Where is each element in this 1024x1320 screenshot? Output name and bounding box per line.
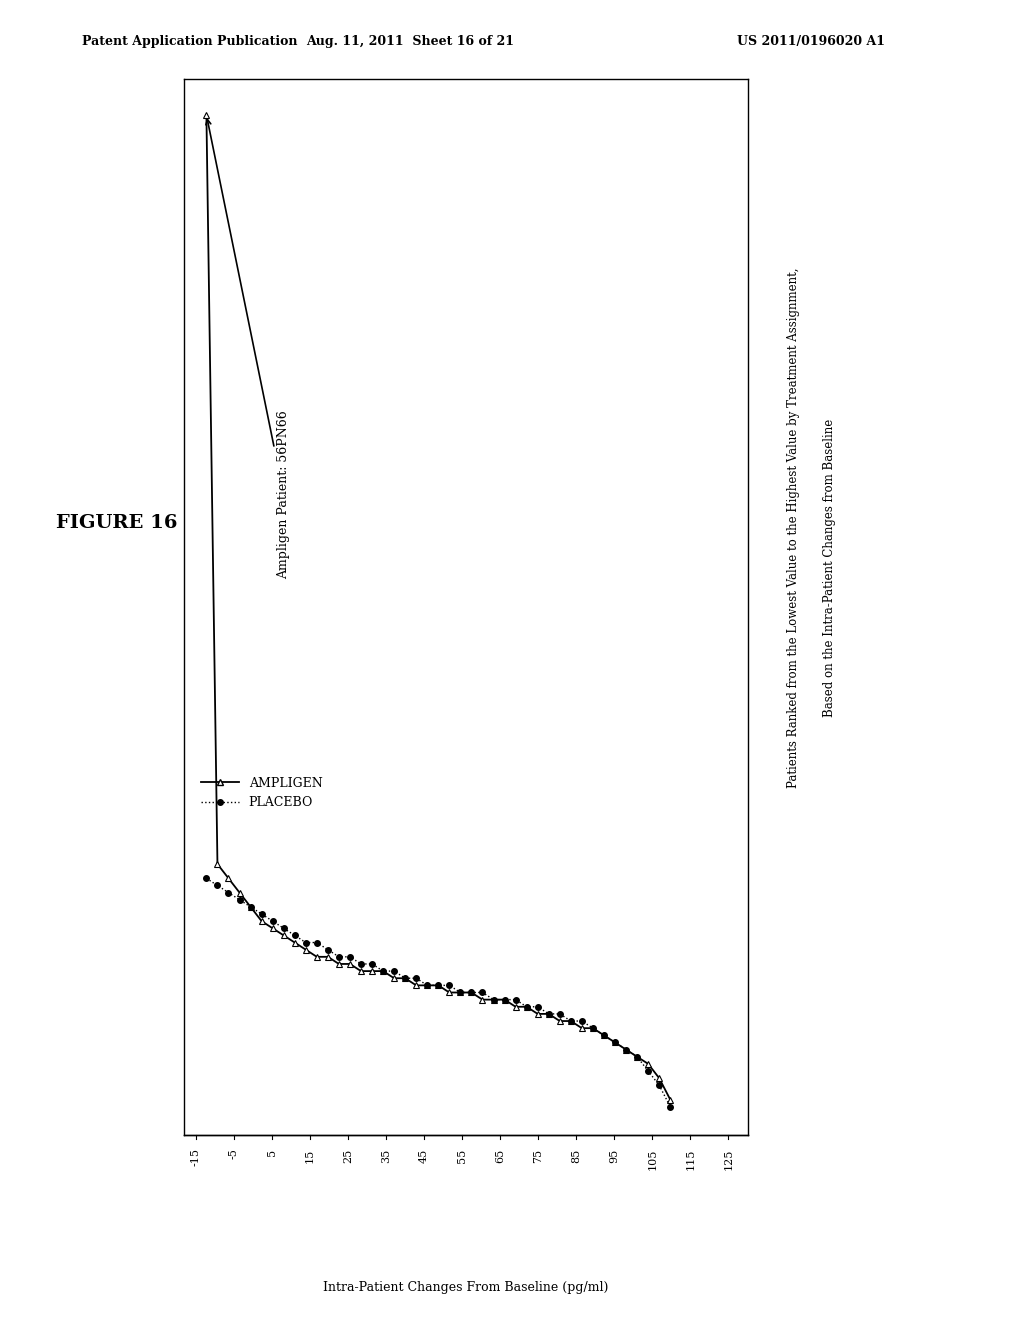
Text: 65: 65	[496, 1148, 505, 1163]
Text: Aug. 11, 2011  Sheet 16 of 21: Aug. 11, 2011 Sheet 16 of 21	[305, 34, 514, 48]
Text: Based on the Intra-Patient Changes from Baseline: Based on the Intra-Patient Changes from …	[823, 418, 836, 717]
Text: Patent Application Publication: Patent Application Publication	[82, 34, 297, 48]
Text: 95: 95	[609, 1148, 620, 1163]
Text: 125: 125	[724, 1148, 733, 1170]
Text: 5: 5	[267, 1148, 276, 1155]
Text: 25: 25	[343, 1148, 353, 1163]
Text: 75: 75	[534, 1148, 543, 1163]
Legend: AMPLIGEN, PLACEBO: AMPLIGEN, PLACEBO	[197, 772, 328, 814]
Text: 45: 45	[419, 1148, 429, 1163]
Text: Intra-Patient Changes From Baseline (pg/ml): Intra-Patient Changes From Baseline (pg/…	[324, 1280, 608, 1294]
Text: FIGURE 16: FIGURE 16	[56, 513, 178, 532]
Text: 35: 35	[381, 1148, 391, 1163]
Text: 115: 115	[685, 1148, 695, 1170]
Text: Patients Ranked from the Lowest Value to the Highest Value by Treatment Assignme: Patients Ranked from the Lowest Value to…	[787, 268, 800, 788]
Text: US 2011/0196020 A1: US 2011/0196020 A1	[737, 34, 886, 48]
Text: 55: 55	[457, 1148, 467, 1163]
Text: 105: 105	[647, 1148, 657, 1170]
Text: -15: -15	[190, 1148, 201, 1167]
Text: Ampligen Patient: 56PN66: Ampligen Patient: 56PN66	[206, 119, 290, 578]
Text: -5: -5	[228, 1148, 239, 1159]
Text: 15: 15	[305, 1148, 315, 1163]
Text: 85: 85	[571, 1148, 582, 1163]
